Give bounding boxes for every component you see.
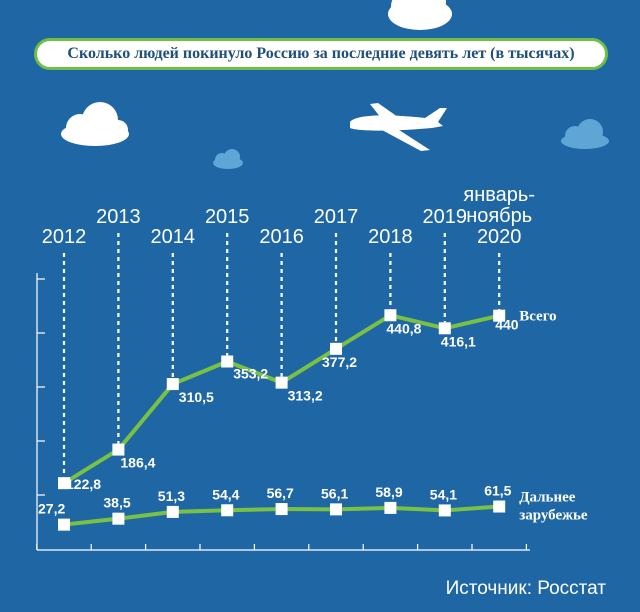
data-label: 51,3 xyxy=(158,488,185,504)
data-label: 56,7 xyxy=(267,485,294,501)
data-label: 313,2 xyxy=(288,388,323,404)
data-label: 38,5 xyxy=(103,495,130,511)
point-marker-total xyxy=(166,378,179,391)
year-guide-lines xyxy=(62,233,501,478)
data-label: 440,8 xyxy=(386,320,421,336)
category-label: январь-ноябрь 2020 xyxy=(463,184,535,248)
data-label: 54,4 xyxy=(212,486,239,502)
point-marker-far-abroad xyxy=(221,504,234,517)
cloud-icon xyxy=(213,149,243,169)
point-marker-far-abroad xyxy=(166,505,179,518)
data-label: 27,2 xyxy=(38,501,65,517)
data-label: 186,4 xyxy=(120,455,155,471)
data-label: 440 xyxy=(495,317,519,333)
point-marker-far-abroad xyxy=(493,500,506,513)
category-label: 2013 xyxy=(96,206,141,228)
point-marker-far-abroad xyxy=(58,518,70,531)
point-marker-far-abroad xyxy=(275,503,288,516)
point-marker-total xyxy=(275,376,288,389)
data-label: 310,5 xyxy=(179,389,214,405)
decoration-layer xyxy=(61,0,609,169)
data-label: 58,9 xyxy=(375,484,402,500)
category-label: 2012 xyxy=(42,226,87,248)
data-labels: 122,8 186,4 310,5 353,2 313,2 377,2 440,8 416,1… xyxy=(38,317,519,517)
category-labels: 2012 2013 2014 2015 2016 2017 2018 2019январь-н… xyxy=(42,184,535,248)
data-points xyxy=(58,309,506,531)
point-marker-far-abroad xyxy=(438,504,451,517)
point-marker-total xyxy=(221,355,234,368)
data-label: 54,1 xyxy=(430,486,457,502)
point-marker-total xyxy=(330,342,342,355)
axes xyxy=(36,273,530,551)
data-label: 122,8 xyxy=(66,476,101,492)
data-label: 61,5 xyxy=(484,483,511,499)
point-marker-total xyxy=(58,477,70,490)
chart-title: Сколько людей покинуло Россию за последн… xyxy=(34,38,608,70)
data-label: 416,1 xyxy=(441,333,476,349)
series-name-labels: Всего Дальнее зарубежье xyxy=(519,309,588,524)
category-label: 2015 xyxy=(205,206,250,228)
data-label: 377,2 xyxy=(322,354,357,370)
category-label: 2016 xyxy=(259,226,304,248)
category-label: 2019 xyxy=(423,206,468,228)
cloud-icon xyxy=(61,102,129,146)
cloud-icon xyxy=(561,119,609,149)
point-marker-total xyxy=(438,322,451,335)
category-label: 2018 xyxy=(368,226,413,248)
point-marker-far-abroad xyxy=(112,512,125,525)
point-marker-total xyxy=(493,309,506,322)
source-note: Источник: Росстат xyxy=(445,578,606,599)
point-marker-total xyxy=(112,443,125,456)
category-label: 2014 xyxy=(151,226,196,248)
point-marker-far-abroad xyxy=(384,501,397,514)
series-name-total: Всего xyxy=(519,309,556,325)
point-marker-total xyxy=(384,309,397,322)
data-label: 56,1 xyxy=(321,485,348,501)
data-label: 353,2 xyxy=(233,366,268,382)
series-name-far-abroad: Дальнее зарубежье xyxy=(519,490,588,524)
airplane-icon xyxy=(350,103,447,151)
point-marker-far-abroad xyxy=(330,503,342,516)
cloud-icon xyxy=(388,0,452,30)
category-label: 2017 xyxy=(314,206,359,228)
